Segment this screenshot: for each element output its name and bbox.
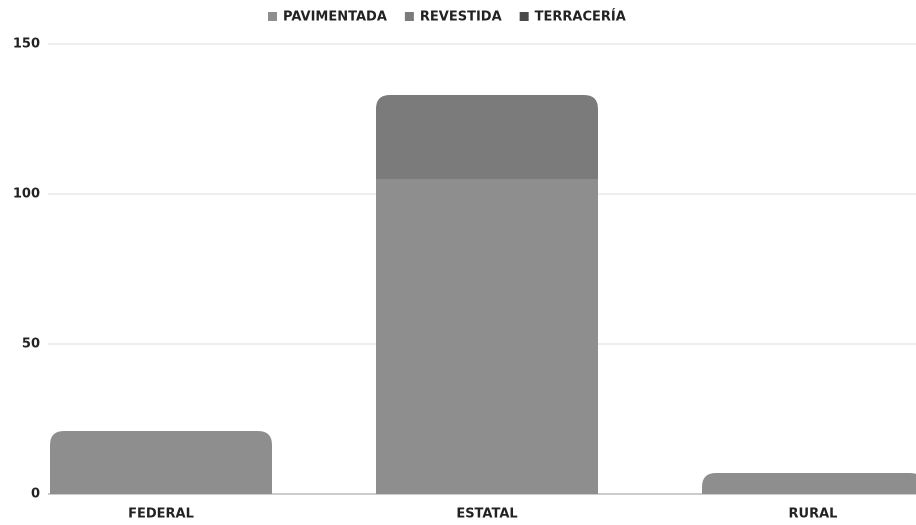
bar-segment (376, 179, 598, 494)
legend-label: REVESTIDA (420, 10, 502, 25)
bar-segment (50, 431, 272, 494)
x-tick-label: FEDERAL (128, 507, 194, 522)
y-tick-label: 50 (22, 337, 40, 352)
x-tick-label: ESTATAL (456, 507, 517, 522)
legend-swatch (268, 12, 277, 21)
bar-segment (376, 95, 598, 179)
bar-segment (702, 473, 916, 494)
legend-label: PAVIMENTADA (283, 10, 387, 25)
y-tick-label: 0 (31, 487, 40, 502)
legend-swatch (404, 12, 414, 21)
legend-swatch (519, 12, 529, 21)
y-tick-label: 150 (13, 37, 40, 52)
y-tick-label: 100 (13, 187, 40, 202)
x-tick-label: RURAL (789, 507, 838, 522)
legend-label: TERRACERÍA (535, 9, 626, 25)
